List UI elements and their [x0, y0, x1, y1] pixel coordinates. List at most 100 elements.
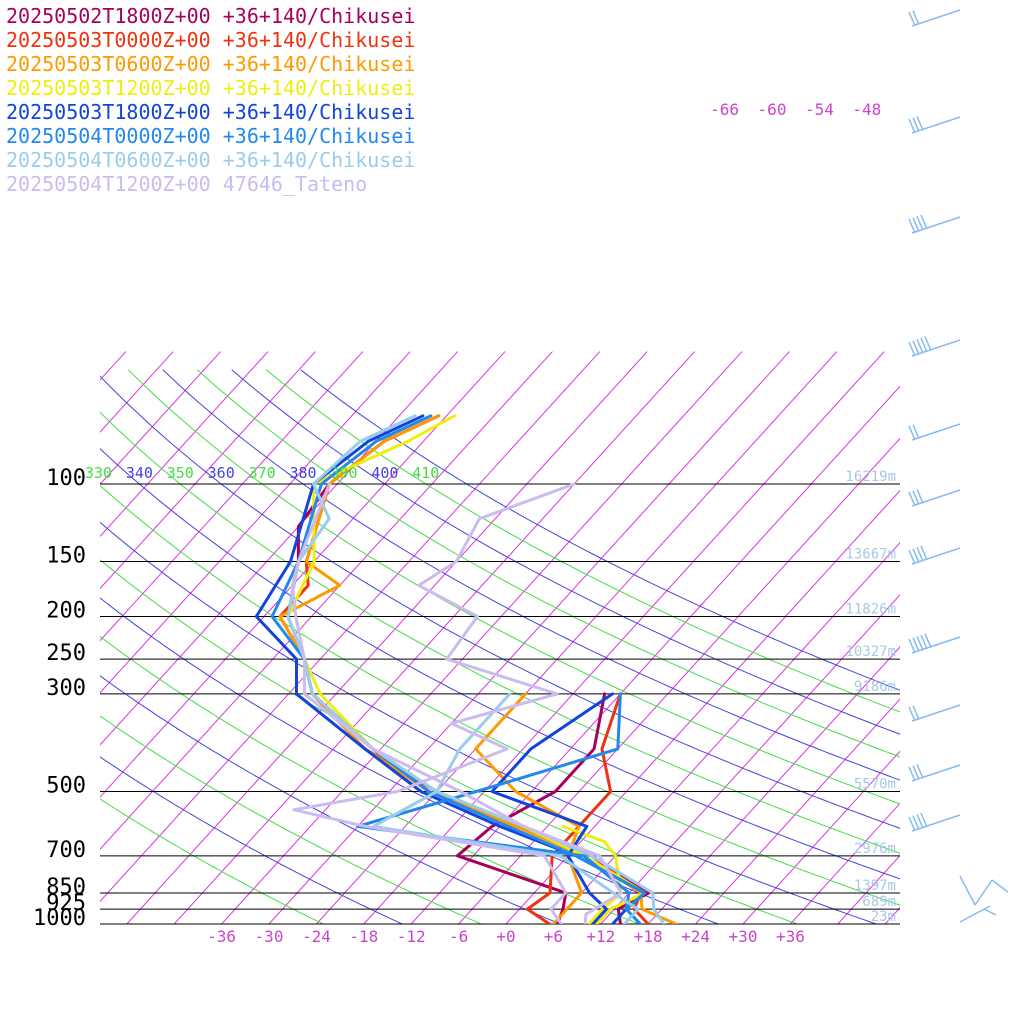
barb-feather [912, 217, 920, 232]
wind-barb-icon [908, 764, 961, 782]
temperature-tick-label: -36 [207, 927, 236, 946]
height-label: 689m [862, 894, 896, 910]
pressure-label: 100 [46, 466, 86, 491]
legend-entry: 20250503T0600Z+00 +36+140/Chikusei [6, 52, 416, 76]
isotherm-line [100, 351, 364, 642]
barb-feather [983, 908, 997, 916]
isotherm-line [100, 351, 174, 433]
height-label: 13667m [845, 546, 896, 562]
theta-label: 370 [249, 464, 276, 482]
dry-adiabat-line [100, 521, 878, 924]
dry-adiabat-line [100, 756, 404, 924]
upper-temperature-label: -66 [710, 100, 739, 119]
barb-feather [916, 116, 924, 131]
dry-adiabat-line [100, 798, 325, 924]
dry-adiabat-line [265, 369, 900, 713]
barb-feather [912, 637, 920, 652]
dry-adiabat-line [100, 597, 720, 924]
temperature-tick-label: +24 [681, 927, 710, 946]
series-group [278, 414, 650, 924]
barb-feather [991, 879, 1009, 893]
wind-barb-icon [908, 812, 961, 832]
series-dewpoint-line [292, 482, 576, 924]
barb-shaft [911, 814, 961, 832]
series-dewpoint-line [561, 824, 623, 924]
temperature-tick-label: +6 [544, 927, 563, 946]
barb-feather [912, 765, 920, 780]
pressure-label: 300 [46, 676, 86, 701]
barb-shaft [911, 9, 961, 27]
barb-shaft [911, 764, 961, 782]
height-label: 5570m [854, 777, 896, 793]
isotherm-line [221, 351, 743, 924]
wind-barb-icon [908, 489, 961, 507]
isotherm-line [363, 351, 885, 924]
barb-feather [924, 336, 932, 351]
barb-feather [920, 812, 928, 828]
temperature-tick-label: +0 [496, 927, 515, 946]
barb-feather [916, 489, 924, 504]
barb-feather [912, 815, 920, 830]
series-temperature-line [290, 482, 623, 924]
wind-barb-icon [908, 545, 961, 565]
dry-adiabat-line [127, 369, 900, 805]
wind-barb-icon [908, 214, 961, 234]
isotherm-line [837, 854, 900, 924]
barb-feather [912, 10, 920, 25]
barb-feather [916, 216, 924, 231]
height-label: 2976m [854, 841, 896, 857]
barb-feather [908, 11, 916, 27]
barb-feather [924, 633, 932, 648]
height-label: 16219m [845, 469, 896, 485]
dry-adiabat-line [300, 369, 900, 691]
isotherm-line [100, 351, 506, 798]
barb-feather [908, 638, 916, 654]
height-label: 23m [871, 909, 896, 925]
barb-shaft [911, 339, 961, 357]
wind-barb-icon [908, 633, 961, 654]
barb-feather [916, 814, 924, 829]
barb-shaft [911, 636, 961, 654]
isotherm-line [100, 351, 221, 485]
barb-feather [908, 549, 916, 565]
pressure-label: 150 [46, 543, 86, 568]
isotherm-line [695, 698, 900, 924]
height-label: 10327m [845, 644, 896, 660]
barb-feather [920, 337, 928, 353]
barb-feather [974, 879, 993, 906]
legend-entry: 20250503T1200Z+00 +36+140/Chikusei [6, 76, 416, 100]
barb-feather [912, 705, 920, 720]
barb-shaft [911, 116, 961, 134]
height-label: 11826m [845, 601, 896, 617]
dry-adiabat-line [100, 448, 900, 880]
barb-feather [916, 547, 924, 562]
barb-feather [912, 340, 920, 355]
temperature-tick-label: +12 [586, 927, 615, 946]
wind-barb-icon [908, 423, 961, 441]
barb-feather [908, 425, 916, 441]
barb-feather [916, 636, 924, 651]
wind-barb-icon [908, 704, 961, 722]
isotherm-line [126, 351, 648, 924]
barb-feather [908, 816, 916, 832]
theta-label: 390 [330, 464, 357, 482]
series-group [286, 414, 666, 924]
temperature-tick-label: -6 [449, 927, 468, 946]
isotherm-line [933, 352, 1024, 924]
isotherm-lines [100, 351, 1024, 924]
isotherm-line [100, 351, 269, 538]
temperature-tick-label: +30 [729, 927, 758, 946]
height-label: 9186m [854, 679, 896, 695]
wind-barb-icon [908, 9, 961, 27]
barb-shaft [911, 423, 961, 441]
barb-feather [916, 339, 924, 354]
temperature-tick-label: -12 [397, 927, 426, 946]
legend-entry: 20250503T0000Z+00 +36+140/Chikusei [6, 28, 416, 52]
pressure-label: 925 [46, 891, 86, 916]
dry-adiabat-line [100, 375, 900, 829]
chart-legend: 20250502T1800Z+00 +36+140/Chikusei 202505… [6, 4, 415, 196]
barb-feather [908, 118, 916, 134]
surface-wind-barb-icon [959, 875, 1009, 923]
